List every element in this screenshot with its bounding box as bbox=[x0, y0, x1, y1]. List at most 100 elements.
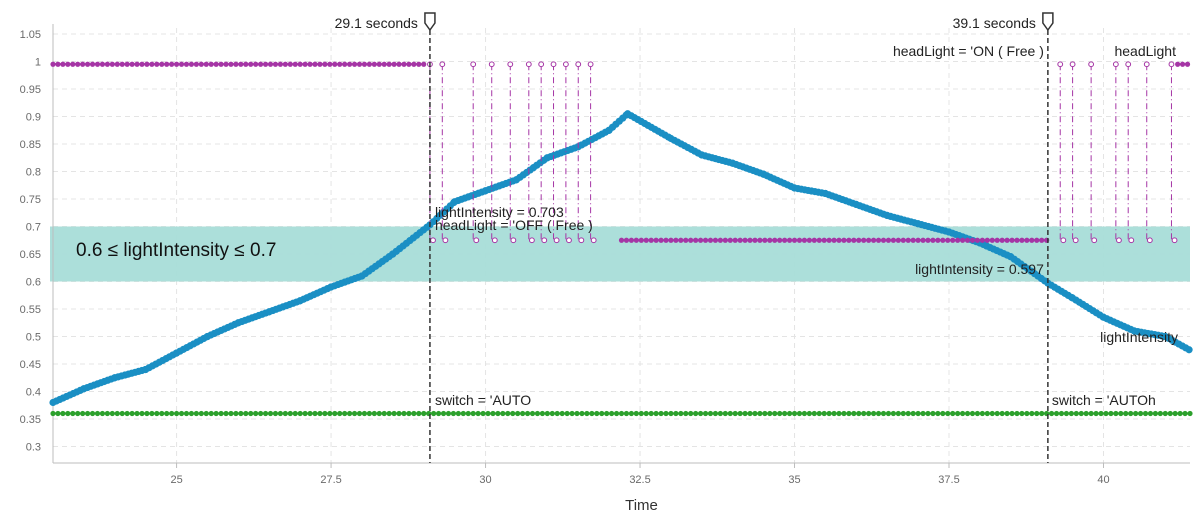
switch-point bbox=[1024, 410, 1030, 417]
cursor-handle-icon[interactable] bbox=[1042, 12, 1054, 32]
switch-point bbox=[940, 410, 946, 417]
cursor-1[interactable]: 29.1 seconds bbox=[335, 12, 436, 463]
headlight-point bbox=[786, 237, 793, 243]
headlight-point bbox=[248, 61, 254, 67]
switch-point bbox=[722, 410, 728, 417]
switch-point bbox=[1167, 410, 1173, 417]
switch-point bbox=[1029, 410, 1035, 417]
y-tick-label: 0.55 bbox=[20, 304, 41, 316]
switch-point bbox=[673, 410, 679, 417]
switch-point bbox=[945, 410, 951, 417]
switch-point bbox=[139, 410, 145, 417]
headlight-point bbox=[198, 61, 204, 67]
switch-point bbox=[480, 410, 486, 417]
headlight-point bbox=[99, 61, 106, 67]
switch-point bbox=[930, 410, 936, 417]
switch-point bbox=[134, 410, 140, 417]
cursor-2[interactable]: 39.1 seconds bbox=[953, 12, 1054, 463]
headlight-point bbox=[253, 61, 259, 67]
switch-point bbox=[440, 410, 447, 417]
switch-point bbox=[356, 410, 363, 417]
headlight-point bbox=[421, 61, 427, 67]
headlight-point bbox=[747, 237, 753, 243]
switch-point bbox=[366, 410, 372, 417]
headlight-point bbox=[243, 61, 249, 67]
headlight-point bbox=[85, 61, 91, 67]
switch-point bbox=[258, 410, 264, 417]
switch-point bbox=[1142, 410, 1149, 417]
switch-point bbox=[772, 410, 778, 417]
switch-point bbox=[154, 410, 160, 417]
headlight-toggle-marker bbox=[491, 237, 498, 244]
readout-switch-1: switch = 'AUTO bbox=[435, 392, 531, 408]
headlight-point bbox=[149, 61, 155, 67]
series-layer bbox=[49, 61, 1193, 417]
switch-point bbox=[900, 410, 906, 417]
switch-point bbox=[371, 410, 377, 417]
headlight-point bbox=[737, 237, 743, 243]
headlight-point bbox=[979, 237, 985, 243]
headlight-point bbox=[376, 61, 382, 67]
switch-point bbox=[604, 410, 610, 417]
headlight-toggle-marker bbox=[1060, 237, 1067, 244]
switch-point bbox=[208, 410, 214, 417]
switch-point bbox=[702, 410, 709, 417]
headlight-point bbox=[322, 61, 328, 67]
headlight-point bbox=[1019, 237, 1025, 243]
switch-point bbox=[905, 410, 911, 417]
switch-point bbox=[574, 410, 580, 417]
switch-point bbox=[569, 410, 575, 417]
switch-point bbox=[885, 410, 892, 417]
switch-point bbox=[984, 410, 990, 417]
headlight-toggle-marker bbox=[578, 237, 585, 244]
switch-point bbox=[964, 410, 971, 417]
headlight-toggle-marker bbox=[541, 237, 548, 244]
switch-point bbox=[342, 410, 348, 417]
headlight-point bbox=[262, 61, 269, 67]
switch-point bbox=[361, 410, 368, 417]
switch-point bbox=[777, 410, 783, 417]
switch-point bbox=[584, 410, 590, 417]
switch-point bbox=[391, 410, 397, 417]
headlight-point bbox=[188, 61, 195, 67]
cursor-layer[interactable]: 29.1 seconds 39.1 seconds bbox=[335, 12, 1054, 463]
headlight-point bbox=[366, 61, 372, 67]
switch-point bbox=[337, 410, 343, 417]
headlight-point bbox=[638, 237, 644, 243]
headlight-point bbox=[623, 237, 630, 243]
headlight-point bbox=[75, 61, 81, 67]
headlight-point bbox=[173, 61, 180, 67]
switch-point bbox=[228, 410, 234, 417]
headlight-point bbox=[1179, 61, 1186, 67]
headlight-point bbox=[742, 237, 748, 243]
switch-point bbox=[332, 410, 338, 417]
headlight-point bbox=[144, 61, 150, 67]
switch-point bbox=[925, 410, 931, 417]
headlight-point bbox=[930, 237, 936, 243]
switch-point bbox=[974, 410, 981, 417]
switch-point bbox=[124, 410, 130, 417]
switch-point bbox=[742, 410, 748, 417]
switch-point bbox=[312, 410, 318, 417]
switch-point bbox=[1187, 410, 1193, 417]
switch-point bbox=[1063, 410, 1070, 417]
headlight-point bbox=[119, 61, 125, 67]
switch-point bbox=[643, 410, 649, 417]
switch-point bbox=[262, 410, 269, 417]
headlight-point bbox=[302, 61, 308, 67]
headlight-point bbox=[70, 61, 76, 67]
cursor-handle-icon[interactable] bbox=[424, 12, 436, 32]
y-tick-label: 0.3 bbox=[26, 442, 41, 454]
y-tick-label: 0.35 bbox=[20, 414, 41, 426]
switch-point bbox=[99, 410, 106, 417]
y-tick-label: 0.85 bbox=[20, 139, 41, 151]
y-tick-label: 0.6 bbox=[26, 277, 41, 289]
switch-point bbox=[811, 410, 817, 417]
headlight-point bbox=[327, 61, 333, 67]
headlight-point bbox=[984, 237, 990, 243]
switch-point bbox=[920, 410, 926, 417]
switch-point bbox=[821, 410, 827, 417]
headlight-point bbox=[154, 61, 160, 67]
x-tick-label: 35 bbox=[788, 474, 800, 486]
headlight-point bbox=[866, 237, 872, 243]
